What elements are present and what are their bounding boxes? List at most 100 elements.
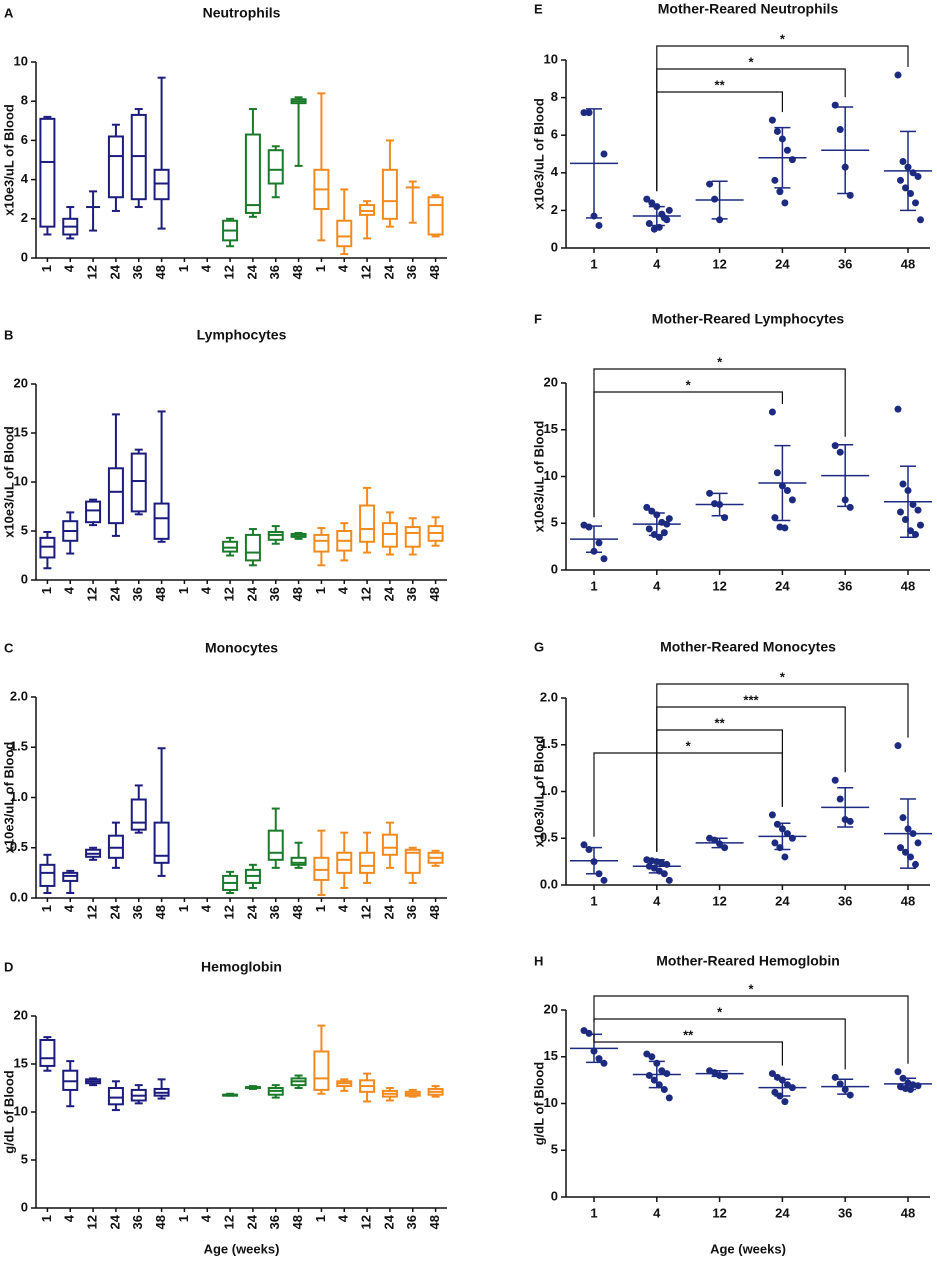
box xyxy=(336,851,353,874)
data-point xyxy=(914,506,922,514)
x-tick-label: 48 xyxy=(153,587,168,601)
significance-label: * xyxy=(780,669,786,684)
panel-title: Mother-Reared Hemoglobin xyxy=(656,953,840,969)
x-tick-label: 48 xyxy=(290,265,305,279)
panel-label: G xyxy=(534,639,544,654)
x-tick-label: 4 xyxy=(653,578,661,593)
x-tick-label: 24 xyxy=(107,586,122,601)
data-point xyxy=(648,199,656,207)
x-tick-label: 1 xyxy=(590,578,597,593)
data-point xyxy=(771,839,779,847)
x-tick-label: 24 xyxy=(381,586,396,601)
y-tick-label: 10 xyxy=(544,51,558,66)
y-axis-label: x10e3/uL of Blood xyxy=(531,98,546,210)
x-axis-label: Age (weeks) xyxy=(204,1241,280,1256)
x-tick-label: 1 xyxy=(39,587,54,594)
panel: H Mother-Reared Hemoglobin g/dL of Blood 0 5… xyxy=(531,953,932,1256)
data-point xyxy=(781,199,789,207)
box xyxy=(107,467,124,525)
x-tick-label: 24 xyxy=(775,578,790,593)
y-axis-label: x10e3/uL of Blood xyxy=(1,104,16,216)
data-point xyxy=(773,127,781,135)
x-tick-label: 24 xyxy=(381,904,396,919)
panel-label: B xyxy=(4,327,13,342)
data-point xyxy=(768,116,776,124)
box xyxy=(39,863,56,887)
x-tick-label: 4 xyxy=(653,893,661,908)
y-tick-label: 10 xyxy=(544,468,558,483)
box xyxy=(313,1050,330,1091)
x-tick-label: 24 xyxy=(107,904,122,919)
x-tick-label: 1 xyxy=(176,265,191,272)
panel: F Mother-Reared Lymphocytes x10e3/uL of Bl… xyxy=(531,311,932,593)
y-axis-label: g/dL of Blood xyxy=(1,1070,16,1154)
data-point xyxy=(648,1053,656,1061)
panel: E Mother-Reared Neutrophils x10e3/uL of Bl… xyxy=(531,1,932,271)
data-point xyxy=(768,408,776,416)
data-point xyxy=(711,195,719,203)
y-tick-label: 0 xyxy=(551,561,558,576)
data-point xyxy=(595,221,603,229)
panel-title: Monocytes xyxy=(205,640,278,656)
data-point xyxy=(894,1068,902,1076)
x-tick-label: 36 xyxy=(267,587,282,601)
data-point xyxy=(580,841,588,849)
y-tick-label: 2 xyxy=(21,210,28,225)
x-tick-label: 12 xyxy=(359,587,374,601)
box xyxy=(381,168,398,220)
panel-title: Mother-Reared Lymphocytes xyxy=(652,311,845,327)
box xyxy=(39,117,56,228)
y-tick-label: 0.5 xyxy=(10,839,28,854)
x-tick-label: 36 xyxy=(404,587,419,601)
y-axis-label: g/dL of Blood xyxy=(531,1062,546,1146)
data-point xyxy=(580,109,588,117)
x-tick-label: 48 xyxy=(901,256,915,271)
y-tick-label: 8 xyxy=(21,93,28,108)
significance-bracket xyxy=(656,68,846,192)
panel-title: Neutrophils xyxy=(203,5,281,21)
data-point xyxy=(836,448,844,456)
x-tick-label: 48 xyxy=(901,893,915,908)
x-tick-label: 36 xyxy=(404,265,419,279)
x-tick-label: 1 xyxy=(590,893,597,908)
y-tick-label: 0 xyxy=(551,239,558,254)
x-tick-label: 4 xyxy=(62,586,77,594)
y-tick-label: 5 xyxy=(551,1142,558,1157)
data-point xyxy=(665,876,673,884)
y-tick-label: 4 xyxy=(551,164,559,179)
box xyxy=(267,149,284,185)
significance-label: * xyxy=(686,738,692,753)
data-point xyxy=(645,525,653,533)
x-tick-label: 4 xyxy=(653,1205,661,1220)
x-tick-label: 1 xyxy=(176,905,191,912)
x-tick-label: 24 xyxy=(381,1214,396,1229)
x-tick-label: 24 xyxy=(775,256,790,271)
box xyxy=(153,502,170,540)
data-point xyxy=(585,523,593,531)
x-tick-label: 12 xyxy=(359,265,374,279)
y-axis-label: x10e3/uL of Blood xyxy=(531,736,546,848)
x-tick-label: 48 xyxy=(153,1215,168,1229)
data-point xyxy=(783,146,791,154)
panel-label: C xyxy=(4,640,14,655)
box xyxy=(107,834,124,859)
panel-label: A xyxy=(4,5,14,20)
data-point xyxy=(912,530,919,538)
y-tick-label: 2.0 xyxy=(540,689,558,704)
data-point xyxy=(595,539,603,547)
significance-bracket xyxy=(593,995,909,1064)
x-tick-label: 48 xyxy=(901,1205,915,1220)
x-tick-label: 1 xyxy=(313,1215,328,1222)
x-tick-label: 48 xyxy=(427,265,442,279)
data-point xyxy=(894,742,902,750)
data-point xyxy=(660,870,668,878)
data-point xyxy=(645,1071,653,1079)
x-tick-label: 12 xyxy=(222,1215,237,1229)
y-tick-label: 20 xyxy=(14,375,28,390)
x-tick-label: 12 xyxy=(222,905,237,919)
x-tick-label: 48 xyxy=(901,578,915,593)
y-tick-label: 1.0 xyxy=(540,783,558,798)
x-tick-label: 48 xyxy=(290,1215,305,1229)
x-tick-label: 36 xyxy=(130,587,145,601)
y-tick-label: 2.0 xyxy=(10,688,28,703)
